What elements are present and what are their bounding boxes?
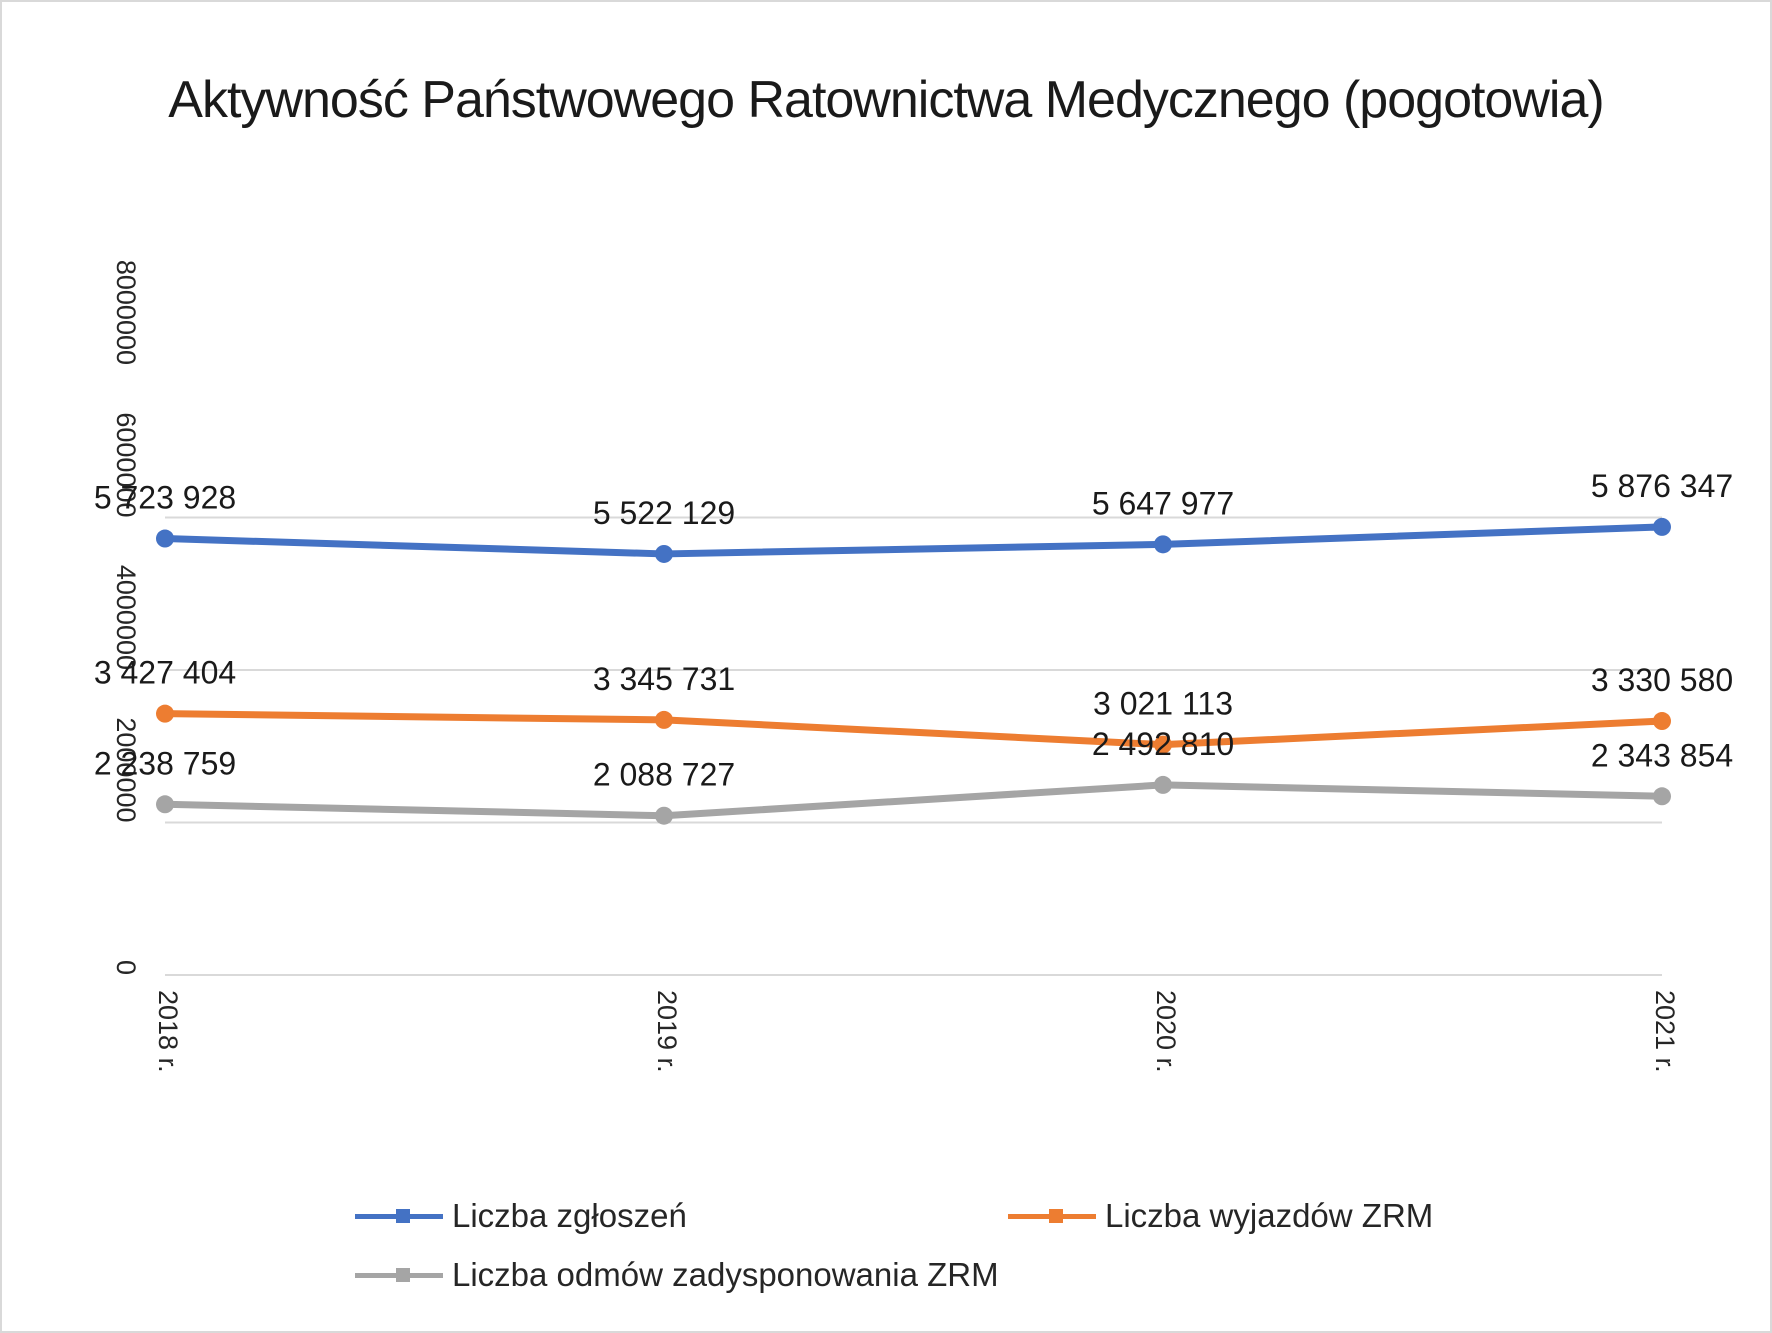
data-label: 5 647 977 (1092, 485, 1234, 521)
gridlines (165, 516, 1662, 976)
y-axis-tick-labels: 0 2000000 4000000 6000000 8000000 (111, 260, 141, 975)
data-label: 2 343 854 (1591, 737, 1733, 773)
x-tick-label: 2018 r. (153, 990, 183, 1073)
legend-label-3: Liczba odmów zadysponowania ZRM (452, 1256, 999, 1293)
series-line-3 (161, 781, 1666, 820)
data-point[interactable] (1653, 787, 1671, 806)
x-tick-label: 2020 r. (1151, 990, 1181, 1073)
data-label: 3 427 404 (94, 655, 236, 691)
series-line-2 (161, 710, 1666, 749)
data-label: 3 021 113 (1093, 686, 1233, 722)
data-labels: 5 723 928 5 522 129 5 647 977 5 876 347 3 42… (94, 468, 1733, 793)
data-point[interactable] (156, 795, 174, 814)
data-label: 3 330 580 (1591, 662, 1733, 698)
y-tick-label: 4000000 (111, 565, 141, 670)
series-lines (156, 517, 1671, 825)
data-point[interactable] (655, 710, 673, 729)
data-point[interactable] (655, 544, 673, 563)
legend-marker-3 (396, 1268, 410, 1282)
data-label: 3 345 731 (593, 661, 735, 697)
data-point[interactable] (1154, 735, 1172, 754)
data-label: 2 088 727 (593, 757, 735, 793)
y-tick-label: 2000000 (111, 717, 141, 822)
data-label: 2 492 810 (1092, 726, 1234, 762)
data-point[interactable] (1653, 517, 1671, 536)
chart-title: Aktywność Państwowego Ratownictwa Medycz… (168, 71, 1604, 129)
legend-marker-1 (396, 1209, 410, 1223)
data-point[interactable] (156, 704, 174, 723)
legend-swatch-1 (355, 1209, 443, 1223)
legend-label-2: Liczba wyjazdów ZRM (1105, 1197, 1434, 1234)
data-point[interactable] (1154, 775, 1172, 794)
series-line-1 (161, 523, 1666, 558)
data-label: 5 723 928 (94, 480, 236, 516)
x-tick-label: 2021 r. (1650, 990, 1680, 1073)
data-point[interactable] (156, 529, 174, 548)
legend-swatch-2 (1008, 1209, 1096, 1223)
data-point[interactable] (1154, 535, 1172, 554)
y-tick-label: 6000000 (111, 412, 141, 517)
legend-marker-2 (1049, 1209, 1063, 1223)
y-tick-label: 8000000 (111, 260, 141, 365)
data-label: 5 876 347 (1591, 468, 1733, 504)
data-label: 5 522 129 (593, 495, 735, 531)
data-point[interactable] (1653, 712, 1671, 731)
y-tick-label: 0 (111, 960, 141, 975)
data-point[interactable] (655, 806, 673, 825)
x-axis-tick-labels: 2018 r. 2019 r. 2020 r. 2021 r. (153, 990, 1680, 1073)
legend-swatch-3 (355, 1268, 443, 1282)
legend-label-1: Liczba zgłoszeń (452, 1197, 687, 1234)
data-label: 2 238 759 (94, 745, 236, 781)
x-tick-label: 2019 r. (652, 990, 682, 1073)
